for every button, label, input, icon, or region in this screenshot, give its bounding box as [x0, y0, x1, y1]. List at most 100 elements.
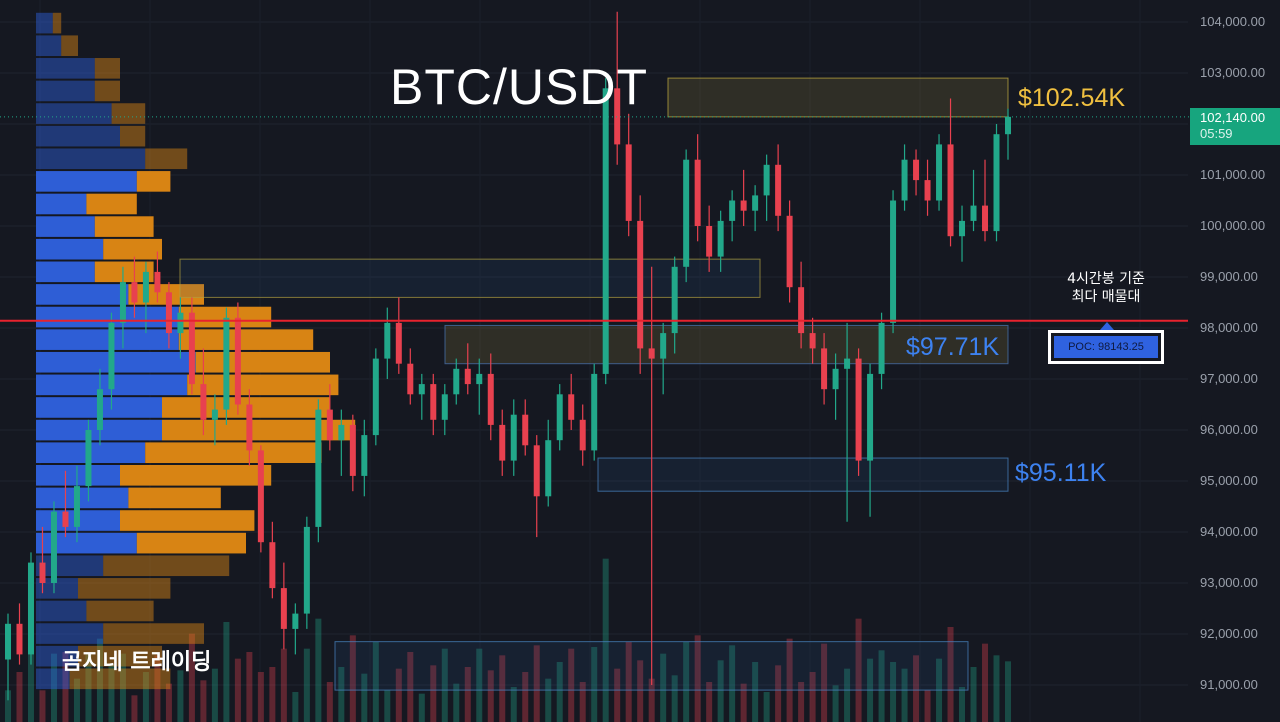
candle-body: [798, 287, 805, 334]
volume-bar: [809, 672, 816, 722]
volume-bar: [729, 645, 736, 722]
volume-bar: [27, 632, 34, 722]
candle-body: [453, 368, 460, 395]
volume-bar: [487, 670, 494, 722]
candle-body: [188, 312, 195, 385]
candle-body: [890, 200, 897, 323]
volume-bar: [637, 660, 644, 722]
y-tick-label: 95,000.00: [1200, 473, 1258, 488]
volume-bar: [890, 662, 897, 722]
candle-body: [223, 317, 230, 410]
volume-bar: [361, 673, 368, 722]
chart-title: BTC/USDT: [390, 59, 648, 115]
volume-profile-sell: [69, 668, 171, 690]
candle-body: [993, 134, 1000, 232]
candle-body: [407, 363, 414, 395]
candle-body: [959, 220, 966, 237]
volume-bar: [602, 558, 609, 722]
candle-body: [717, 220, 724, 257]
volume-profile-sell: [78, 645, 162, 667]
volume-profile-sell: [111, 103, 146, 124]
candle-body: [671, 266, 678, 334]
volume-bar: [257, 672, 264, 722]
candle-body: [246, 404, 253, 451]
candle-body: [568, 394, 575, 420]
candle-body: [775, 164, 782, 216]
candle-body: [637, 220, 644, 349]
volume-profile-buy: [36, 351, 196, 373]
volume-profile-buy: [36, 35, 62, 57]
candle-body: [108, 322, 115, 390]
volume-profile-sell: [162, 397, 330, 418]
volume-bar: [660, 653, 667, 722]
volume-profile-buy: [36, 12, 53, 34]
y-tick-label: 96,000.00: [1200, 422, 1258, 437]
candle-body: [844, 358, 851, 369]
candle-body: [522, 414, 529, 446]
volume-bar: [775, 665, 782, 722]
candle-body: [257, 450, 264, 543]
y-tick-label: 101,000.00: [1200, 167, 1265, 182]
volume-bar: [349, 635, 356, 722]
candle-body: [430, 384, 437, 420]
volume-bar: [234, 658, 241, 722]
volume-bar: [303, 648, 310, 722]
y-tick-label: 99,000.00: [1200, 269, 1258, 284]
volume-profile-sell: [52, 12, 62, 34]
candle-body: [142, 271, 149, 303]
volume-bar: [96, 638, 103, 722]
volume-bar: [855, 618, 862, 722]
volume-bar: [740, 683, 747, 722]
candle-body: [832, 368, 839, 390]
volume-bar: [395, 668, 402, 722]
volume-profile-sell: [128, 487, 221, 509]
candle-body: [878, 322, 885, 374]
y-tick-label: 93,000.00: [1200, 575, 1258, 590]
volume-profile-sell: [103, 238, 162, 260]
volume-bar: [533, 645, 540, 722]
candle-body: [303, 526, 310, 614]
volume-bar: [280, 648, 287, 722]
candle-body: [625, 144, 632, 221]
volume-bar: [821, 643, 828, 722]
volume-profile-buy: [36, 578, 78, 599]
volume-bar: [211, 668, 218, 722]
volume-bar: [982, 643, 989, 722]
volume-profile-buy: [36, 623, 104, 644]
candle-body: [763, 164, 770, 196]
volume-bar: [119, 653, 126, 722]
volume-bar: [924, 690, 931, 722]
poc-annotation-line1: 4시간봉 기준: [1067, 271, 1145, 287]
volume-bar: [326, 682, 333, 722]
volume-bar: [1005, 661, 1011, 722]
candle-body: [947, 144, 954, 237]
volume-profile-sell: [195, 351, 330, 373]
volume-profile-buy: [36, 125, 120, 147]
volume-bar: [786, 638, 793, 722]
candle-body: [177, 312, 184, 334]
y-tick-label: 97,000.00: [1200, 371, 1258, 386]
brand-watermark: 곰지네 트레이딩: [62, 650, 212, 675]
candle-body: [73, 486, 80, 527]
volume-bar: [177, 670, 184, 722]
volume-profile-buy: [36, 80, 95, 102]
volume-profile-buy: [36, 645, 78, 667]
price-zone: [667, 77, 1009, 118]
candle-body: [579, 419, 586, 451]
candle-body: [119, 282, 126, 323]
candle-body: [648, 348, 655, 359]
volume-bar: [556, 662, 563, 722]
volume-bar: [959, 687, 966, 722]
volume-bar: [591, 647, 598, 722]
candle-countdown: 05:59: [1200, 126, 1233, 141]
candle-body: [924, 180, 931, 201]
volume-bar: [671, 675, 678, 722]
volume-profile-sell: [78, 578, 171, 599]
volume-bar: [453, 683, 460, 722]
volume-profile-sell: [94, 80, 120, 102]
volume-bar: [165, 683, 172, 722]
y-tick-label: 91,000.00: [1200, 677, 1258, 692]
candle-body: [315, 409, 322, 527]
candle-body: [499, 424, 506, 461]
